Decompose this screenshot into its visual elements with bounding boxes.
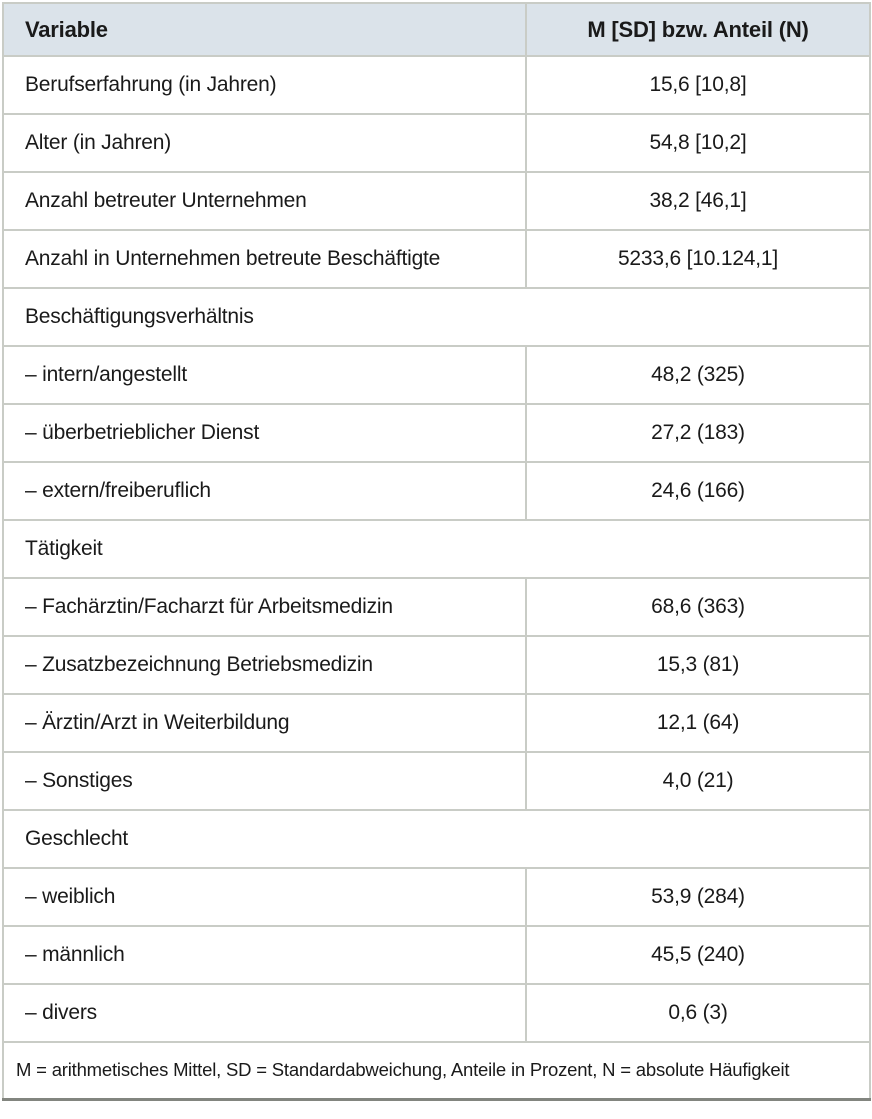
table-row: Berufserfahrung (in Jahren) 15,6 [10,8] <box>2 55 871 115</box>
section-row: Geschlecht <box>2 809 871 869</box>
variable-cell: Anzahl in Unternehmen betreute Beschäfti… <box>2 229 527 289</box>
column-header-variable: Variable <box>2 2 527 57</box>
variable-cell: – Ärztin/Arzt in Weiterbildung <box>2 693 527 753</box>
table-row: – männlich 45,5 (240) <box>2 925 871 985</box>
header-row: Variable M [SD] bzw. Anteil (N) <box>2 2 871 57</box>
variable-cell: – Zusatzbezeichnung Betriebsmedizin <box>2 635 527 695</box>
table-row: – Zusatzbezeichnung Betriebsmedizin 15,3 … <box>2 635 871 695</box>
table-footnote: M = arithmetisches Mittel, SD = Standard… <box>2 1041 871 1100</box>
section-row: Tätigkeit <box>2 519 871 579</box>
variable-cell: – weiblich <box>2 867 527 927</box>
value-cell: 68,6 (363) <box>525 577 871 637</box>
table-header: Variable M [SD] bzw. Anteil (N) <box>2 2 871 57</box>
value-cell: 5233,6 [10.124,1] <box>525 229 871 289</box>
variable-cell: Alter (in Jahren) <box>2 113 527 173</box>
value-cell: 4,0 (21) <box>525 751 871 811</box>
table-row: – extern/freiberuflich 24,6 (166) <box>2 461 871 521</box>
table-row: – Fachärztin/Facharzt für Arbeitsmedizin… <box>2 577 871 637</box>
value-cell: 45,5 (240) <box>525 925 871 985</box>
table-row: – überbetrieblicher Dienst 27,2 (183) <box>2 403 871 463</box>
value-cell: 15,3 (81) <box>525 635 871 695</box>
variable-cell: Berufserfahrung (in Jahren) <box>2 55 527 115</box>
section-label: Tätigkeit <box>2 519 871 579</box>
section-label: Geschlecht <box>2 809 871 869</box>
variable-cell: – überbetrieblicher Dienst <box>2 403 527 463</box>
table-row: – weiblich 53,9 (284) <box>2 867 871 927</box>
table-row: – Ärztin/Arzt in Weiterbildung 12,1 (64) <box>2 693 871 753</box>
value-cell: 27,2 (183) <box>525 403 871 463</box>
table-row: – Sonstiges 4,0 (21) <box>2 751 871 811</box>
variable-cell: – männlich <box>2 925 527 985</box>
table-row: – intern/angestellt 48,2 (325) <box>2 345 871 405</box>
sample-statistics-table: Variable M [SD] bzw. Anteil (N) Berufser… <box>2 2 871 1101</box>
value-cell: 0,6 (3) <box>525 983 871 1043</box>
column-header-value: M [SD] bzw. Anteil (N) <box>525 2 871 57</box>
value-cell: 38,2 [46,1] <box>525 171 871 231</box>
value-cell: 15,6 [10,8] <box>525 55 871 115</box>
footnote-row: M = arithmetisches Mittel, SD = Standard… <box>2 1041 871 1100</box>
variable-cell: – Fachärztin/Facharzt für Arbeitsmedizin <box>2 577 527 637</box>
value-cell: 48,2 (325) <box>525 345 871 405</box>
table-row: Anzahl in Unternehmen betreute Beschäfti… <box>2 229 871 289</box>
value-cell: 24,6 (166) <box>525 461 871 521</box>
table-row: – divers 0,6 (3) <box>2 983 871 1043</box>
variable-cell: – Sonstiges <box>2 751 527 811</box>
table-body: Berufserfahrung (in Jahren) 15,6 [10,8] Al… <box>2 55 871 1043</box>
value-cell: 54,8 [10,2] <box>525 113 871 173</box>
table-row: Anzahl betreuter Unternehmen 38,2 [46,1] <box>2 171 871 231</box>
section-label: Beschäftigungsverhältnis <box>2 287 871 347</box>
variable-cell: – intern/angestellt <box>2 345 527 405</box>
table-row: Alter (in Jahren) 54,8 [10,2] <box>2 113 871 173</box>
variable-cell: – divers <box>2 983 527 1043</box>
variable-cell: – extern/freiberuflich <box>2 461 527 521</box>
value-cell: 53,9 (284) <box>525 867 871 927</box>
variable-cell: Anzahl betreuter Unternehmen <box>2 171 527 231</box>
table-footer: M = arithmetisches Mittel, SD = Standard… <box>2 1041 871 1100</box>
value-cell: 12,1 (64) <box>525 693 871 753</box>
section-row: Beschäftigungsverhältnis <box>2 287 871 347</box>
